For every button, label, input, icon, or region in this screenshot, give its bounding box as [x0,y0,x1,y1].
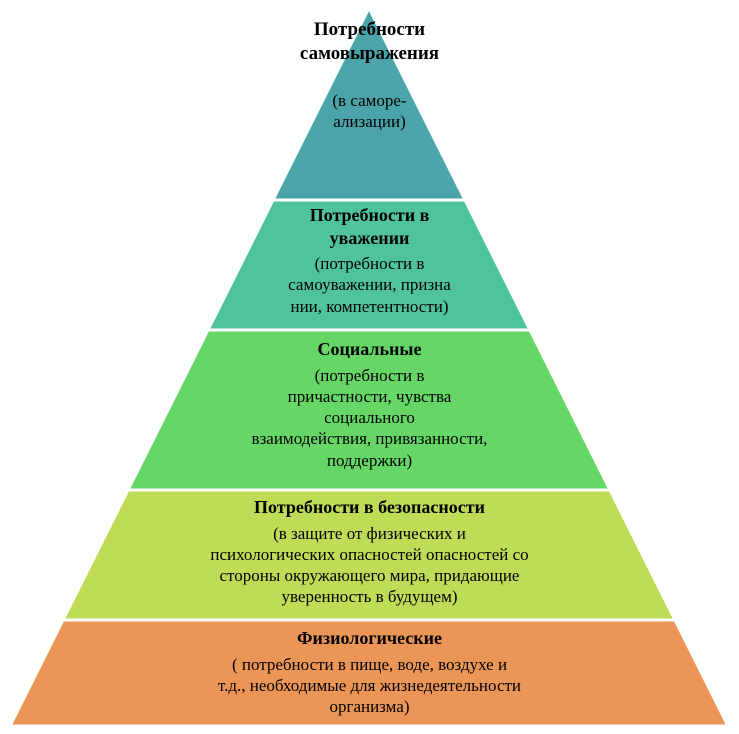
pyramid-layer-sub-0: (в саморе- ализации) [300,90,440,133]
pyramid-title-line2: самовыражения [240,42,500,66]
pyramid-layer-text-1: Потребности в уважении(потребности в сам… [240,204,500,317]
pyramid-layer-title-4: Физиологические [130,627,610,650]
pyramid-diagram: Потребности самовыражения (в саморе- али… [0,0,739,734]
pyramid-layer-sub-3: (в защите от физических и психологически… [130,523,610,608]
pyramid-layer-sub-1: (потребности в самоуважении, призна нии,… [240,253,500,317]
pyramid-layer-sub-2: (потребности в причастности, чувства соц… [180,365,560,471]
pyramid-layer-text-2: Социальные (потребности в причастности, ч… [180,338,560,471]
pyramid-layer-title-1: Потребности в уважении [240,204,500,249]
pyramid-layer-text-4: Физиологические ( потребности в пище, вод… [130,627,610,717]
pyramid-layer-title-3: Потребности в безопасности [130,496,610,519]
pyramid-layer-sub-4: ( потребности в пище, воде, воздухе и т.… [130,654,610,718]
pyramid-layer-title-2: Социальные [180,338,560,361]
pyramid-title-line1: Потребности [240,18,500,42]
pyramid-top-title-block: Потребности самовыражения [240,18,500,66]
pyramid-layer-text-3: Потребности в безопасности (в защите от ф… [130,496,610,608]
pyramid-layer-text-0: (в саморе- ализации) [300,90,440,133]
